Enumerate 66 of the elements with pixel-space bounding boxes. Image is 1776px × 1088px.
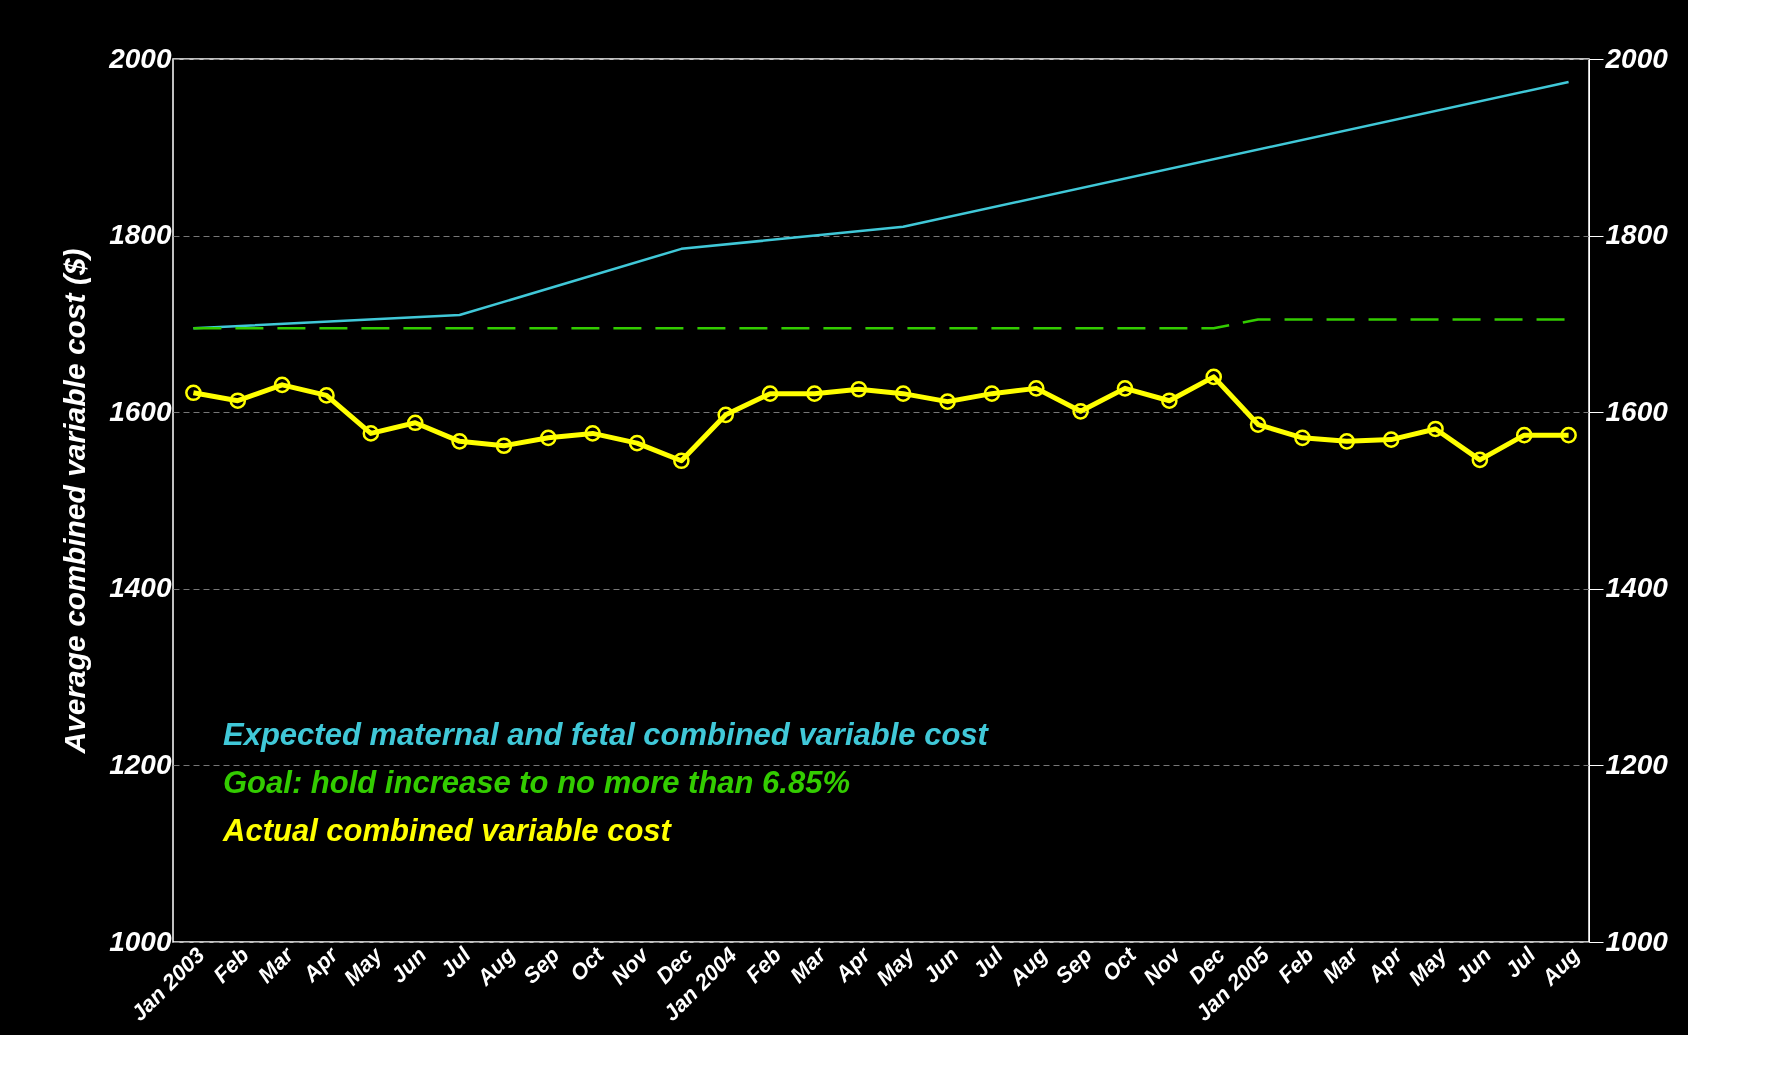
- x-tick-label: Apr: [829, 941, 876, 988]
- point: [1249, 416, 1267, 433]
- x-tick-label: Oct: [1097, 941, 1143, 986]
- y2-tick-label: 1800: [1605, 219, 1669, 251]
- x-tick-label: Jun: [918, 942, 964, 988]
- point: [1382, 431, 1400, 448]
- point: [318, 387, 335, 404]
- x-tick-label: Jul: [967, 941, 1009, 983]
- text: Goal: hold increase to no more than 6.85%: [223, 765, 851, 800]
- point: [1205, 368, 1223, 386]
- y2-tick-label: 1200: [1605, 748, 1669, 780]
- point: [939, 393, 956, 410]
- x-tick-label: Jun: [1450, 942, 1496, 988]
- x-tick-label: Jul: [1500, 941, 1541, 983]
- x-tick-label: Feb: [208, 942, 254, 988]
- y-tick-label: 1400: [109, 572, 172, 604]
- x-tick-label: Mar: [1317, 941, 1364, 988]
- x-tick-label: Jun: [385, 942, 432, 988]
- y-axis-title: Average combined variable cost ($): [58, 248, 92, 755]
- x-tick-label: Oct: [565, 941, 610, 986]
- point: [1294, 429, 1311, 447]
- y2-tick-label: 1000: [1605, 925, 1669, 957]
- x-tick-label: Mar: [785, 941, 832, 988]
- y2-tick-label: 1600: [1605, 395, 1669, 427]
- point: [850, 380, 868, 398]
- text: Actual combined variable cost: [222, 813, 673, 848]
- point: [1560, 426, 1577, 444]
- point: [273, 376, 291, 394]
- point: [761, 385, 779, 402]
- point: [983, 385, 1001, 402]
- point: [673, 452, 690, 470]
- point: [229, 392, 247, 410]
- point: [1027, 380, 1045, 397]
- y-tick-label: 1200: [109, 748, 172, 780]
- x-tick-label: Feb: [1273, 942, 1319, 988]
- point: [1072, 403, 1089, 420]
- point: [1161, 392, 1178, 410]
- x-tick-label: Apr: [1362, 941, 1409, 988]
- x-tick-label: Sep: [518, 942, 565, 989]
- y2-tick-label: 2000: [1604, 42, 1669, 74]
- y2-tick-label: 1400: [1605, 572, 1669, 604]
- point: [1471, 451, 1489, 469]
- point: [628, 434, 646, 452]
- point: [1338, 433, 1356, 450]
- point: [1116, 380, 1134, 397]
- point: [717, 406, 735, 424]
- x-tick-label: Sep: [1050, 942, 1097, 989]
- point: [406, 414, 424, 432]
- x-tick-label: Feb: [740, 942, 787, 988]
- y-tick-label: 2000: [108, 42, 172, 74]
- point: [495, 437, 513, 455]
- x-tick-label: Jul: [435, 941, 477, 983]
- point: [584, 425, 601, 442]
- x-tick-label: Apr: [297, 941, 344, 988]
- point: [362, 425, 380, 442]
- text: Expected maternal and fetal combined variable cost: [223, 717, 990, 752]
- point: [1515, 426, 1533, 444]
- y-tick-label: 1800: [109, 219, 172, 251]
- point: [806, 385, 823, 402]
- point: [185, 384, 202, 402]
- point: [539, 429, 557, 447]
- y-tick-label: 1600: [109, 395, 172, 427]
- x-tick-label: Mar: [252, 941, 300, 988]
- point: [894, 385, 912, 402]
- point: [1427, 420, 1444, 438]
- point: [451, 433, 468, 450]
